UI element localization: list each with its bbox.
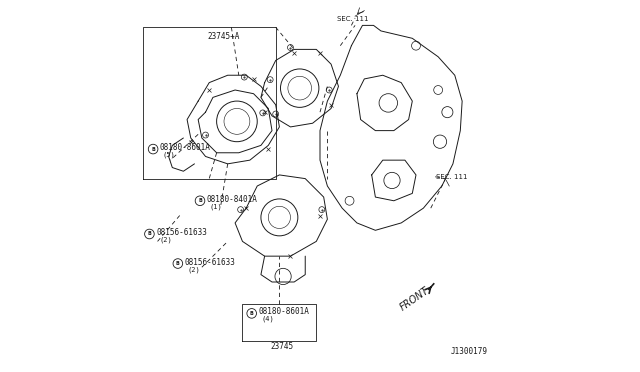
Text: 08180-8601A: 08180-8601A — [160, 143, 211, 152]
Text: 08180-8601A: 08180-8601A — [259, 307, 309, 317]
Text: B: B — [151, 147, 155, 151]
Text: 23745+A: 23745+A — [207, 32, 240, 41]
Text: 23745: 23745 — [270, 342, 293, 351]
Text: B: B — [148, 231, 151, 237]
Text: B: B — [176, 261, 180, 266]
Text: (5): (5) — [163, 151, 175, 158]
Text: (1): (1) — [210, 203, 222, 210]
Text: (4): (4) — [261, 316, 274, 323]
Text: (2): (2) — [188, 266, 200, 273]
Text: SEC. 111: SEC. 111 — [436, 174, 468, 180]
Text: B: B — [198, 198, 202, 203]
Text: B: B — [250, 311, 253, 316]
Text: FRONT: FRONT — [397, 285, 431, 312]
Text: J1300179: J1300179 — [451, 347, 488, 356]
Text: 08156-61633: 08156-61633 — [156, 228, 207, 237]
Text: 08156-61633: 08156-61633 — [184, 257, 236, 267]
Text: 08180-8401A: 08180-8401A — [207, 195, 257, 204]
Text: SEC. 111: SEC. 111 — [337, 16, 368, 22]
Text: (2): (2) — [159, 237, 172, 243]
